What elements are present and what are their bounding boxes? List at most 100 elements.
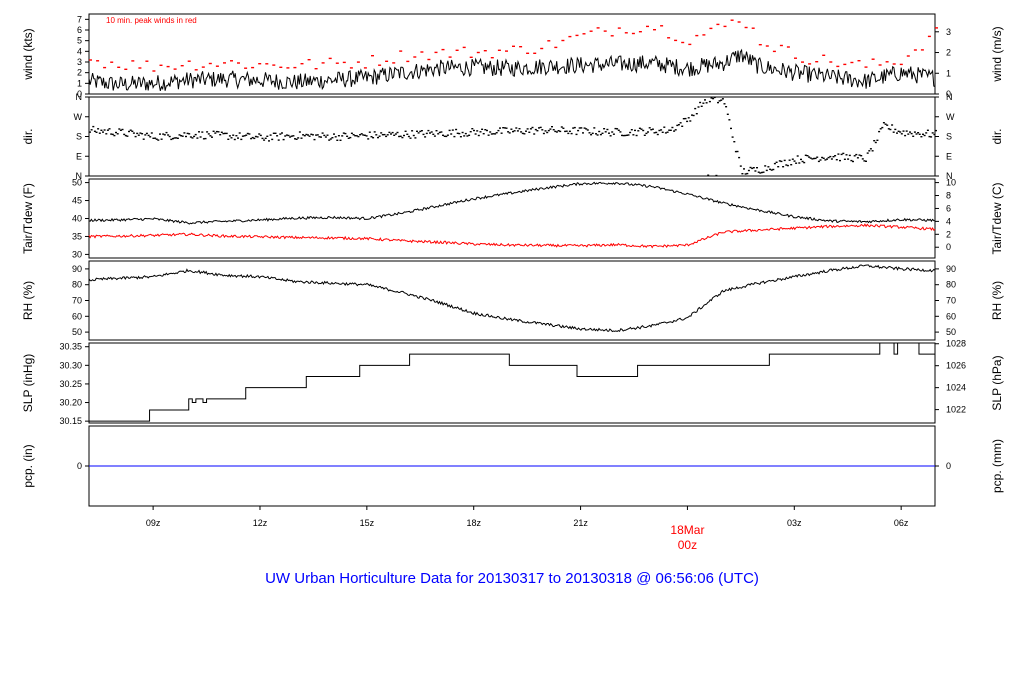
dir-dot — [881, 126, 884, 129]
dir-dot — [222, 132, 225, 135]
wind-dot — [526, 52, 530, 54]
dir-dot — [390, 133, 392, 135]
dir-dot — [699, 101, 702, 104]
dir-dot — [874, 141, 877, 144]
x-day-label: 18Mar — [670, 523, 704, 537]
dir-dot — [476, 130, 479, 132]
wind-dot — [716, 23, 720, 26]
dir-dot — [445, 135, 448, 138]
dir-dot — [692, 114, 695, 117]
dir-dot — [471, 128, 474, 130]
temp-left-tick-label: 40 — [72, 214, 82, 224]
temp-series-tdew — [88, 223, 936, 249]
dir-dot — [687, 117, 690, 119]
dir-dot — [147, 134, 150, 137]
dir-dot — [728, 119, 731, 121]
wind-right-axis-title: wind (m/s) — [990, 26, 1004, 82]
slp-left-tick-label: 30.25 — [59, 379, 82, 389]
dir-dot — [889, 128, 892, 131]
dir-dot — [523, 133, 526, 135]
rh-left-tick-label: 60 — [72, 311, 82, 321]
x-tick-label: 21z — [573, 518, 588, 528]
dir-dot — [328, 139, 331, 141]
dir-dot — [211, 136, 213, 138]
dir-dot — [601, 132, 604, 134]
wind-dot — [547, 40, 551, 42]
wind-dot — [230, 60, 233, 62]
dir-dot — [923, 134, 926, 137]
dir-dot — [572, 127, 575, 129]
dir-dot — [492, 133, 495, 135]
wind-dot — [96, 60, 100, 62]
temp-left-tick-label: 35 — [72, 231, 82, 241]
wind-dot — [441, 48, 445, 51]
wind-left-tick-label: 0 — [77, 89, 82, 99]
dir-dot — [595, 133, 597, 135]
slp-series-sea-level-pressure — [89, 342, 935, 422]
dir-dot — [674, 129, 677, 131]
dir-right-tick-label: W — [946, 112, 955, 122]
dir-dot — [219, 134, 222, 136]
rh-left-tick-label: 50 — [72, 327, 82, 337]
wind-dot — [794, 57, 797, 59]
wind-dot — [448, 56, 452, 58]
dir-dot — [490, 133, 493, 135]
wind-dot — [279, 66, 283, 68]
dir-left-tick-label: S — [76, 132, 82, 142]
dir-dot — [554, 130, 557, 133]
wind-dot — [624, 32, 628, 34]
dir-dot — [308, 135, 311, 137]
dir-dot — [837, 153, 840, 155]
dir-dot — [237, 137, 239, 139]
dir-right-axis-title: dir. — [990, 128, 1004, 144]
dir-dot — [503, 127, 506, 129]
wind-dot — [836, 65, 840, 68]
dir-dot — [163, 134, 166, 136]
wind-dot — [117, 66, 121, 68]
pcp-right-tick-label: 0 — [946, 461, 951, 471]
dir-dot — [925, 132, 928, 134]
slp-left-tick-label: 30.35 — [59, 342, 82, 352]
dir-dot — [666, 131, 669, 133]
dir-dot — [717, 101, 719, 104]
dir-dot — [562, 127, 565, 129]
dir-dot — [155, 138, 158, 140]
dir-dot — [276, 135, 279, 137]
dir-dot — [679, 122, 682, 124]
dir-dot — [141, 133, 144, 135]
wind-dot — [265, 63, 269, 65]
dir-dot — [808, 156, 811, 158]
dir-dot — [245, 134, 248, 136]
wind-dot — [540, 47, 544, 50]
dir-dot — [930, 136, 933, 138]
dir-dot — [772, 168, 775, 171]
dir-dot — [801, 160, 804, 163]
dir-dot — [902, 130, 905, 132]
dir-dot — [668, 129, 671, 131]
wind-dot — [455, 49, 459, 51]
dir-dot — [539, 126, 542, 129]
dir-dot — [593, 127, 596, 129]
dir-dot — [637, 130, 640, 132]
dir-dot — [254, 135, 257, 138]
wind-dot — [723, 25, 727, 28]
dir-dot — [821, 156, 824, 159]
dir-dot — [473, 129, 475, 132]
dir-dot — [676, 124, 679, 127]
dir-dot — [882, 122, 885, 124]
dir-dot — [443, 135, 446, 137]
dir-dot — [526, 128, 529, 130]
dir-dot — [105, 133, 108, 135]
dir-dot — [173, 137, 176, 139]
dir-dot — [878, 130, 881, 133]
dir-dot — [277, 139, 280, 141]
wind-dot — [899, 63, 903, 66]
dir-dot — [450, 133, 453, 135]
wind-dot — [695, 34, 699, 37]
dir-dot — [499, 127, 501, 129]
dir-dot — [220, 131, 223, 133]
wind-dot — [519, 46, 523, 48]
dir-dot — [697, 106, 700, 108]
dir-dot — [115, 131, 117, 134]
dir-dot — [103, 129, 106, 131]
